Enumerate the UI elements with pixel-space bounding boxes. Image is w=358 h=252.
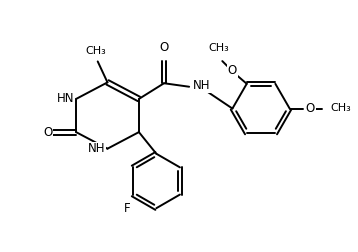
Text: CH₃: CH₃ [330,103,351,112]
Text: O: O [228,64,237,77]
Text: F: F [124,202,131,214]
Text: CH₃: CH₃ [208,43,229,53]
Text: O: O [306,102,315,115]
Text: NH: NH [88,142,106,155]
Text: HN: HN [57,92,74,105]
Text: O: O [159,41,169,54]
Text: NH: NH [193,79,211,92]
Text: CH₃: CH₃ [86,46,106,55]
Text: O: O [44,125,53,139]
